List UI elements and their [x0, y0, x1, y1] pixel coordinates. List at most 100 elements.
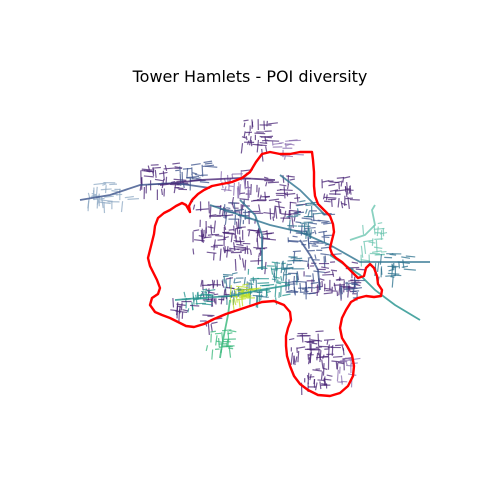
street-segment [343, 288, 354, 291]
street-segment [258, 204, 261, 213]
street-segment [236, 285, 243, 288]
street-segment [280, 276, 283, 281]
street-segment [347, 286, 350, 298]
street-segment [251, 119, 254, 128]
street-segment [347, 197, 350, 210]
street-segment [209, 205, 212, 219]
street-segment [307, 236, 310, 248]
street-cluster [170, 298, 200, 322]
street-segment [180, 302, 183, 311]
street-segment [277, 201, 281, 214]
street-segment [319, 278, 325, 281]
street-segment [96, 199, 100, 205]
street-segment [325, 289, 338, 292]
street-segment [246, 245, 249, 255]
street-segment [326, 374, 333, 377]
street-segment [295, 356, 298, 363]
street-segment [170, 309, 177, 312]
street-segment [276, 282, 282, 285]
street-segment [269, 208, 272, 220]
street-segment [244, 246, 247, 254]
street-segment [293, 275, 296, 284]
street-segment [312, 273, 315, 283]
street-segment [326, 340, 329, 345]
street-segment [183, 291, 186, 298]
street-segment [286, 289, 293, 293]
street-segment [210, 224, 213, 234]
street-segment [238, 299, 241, 308]
street-segment [238, 254, 242, 260]
street-segment [322, 363, 325, 376]
street-segment [222, 273, 233, 276]
street-segment [259, 141, 268, 144]
street-segment [362, 224, 365, 235]
street-segment [179, 166, 181, 174]
street-segment [141, 169, 153, 173]
street-segment [309, 242, 317, 246]
major-road [159, 177, 276, 186]
street-segment [279, 189, 293, 192]
street-segment [264, 179, 274, 182]
street-segment [250, 139, 253, 147]
street-segment [345, 197, 353, 200]
street-segment [293, 283, 296, 296]
street-segment [210, 298, 214, 307]
street-segment [270, 267, 274, 275]
street-segment [154, 178, 164, 182]
street-segment [237, 289, 245, 293]
street-segment [219, 248, 222, 261]
street-segment [241, 258, 245, 268]
street-segment [259, 135, 272, 139]
street-segment [299, 200, 306, 203]
street-segment [90, 195, 100, 198]
street-segment [226, 246, 229, 258]
street-segment [234, 209, 243, 212]
street-segment [202, 314, 215, 317]
street-segment [228, 347, 234, 350]
street-segment [264, 191, 267, 201]
street-segment [288, 240, 299, 243]
street-segment [192, 204, 196, 210]
street-segment [225, 277, 233, 280]
street-segment [335, 361, 338, 370]
street-segment [299, 222, 308, 225]
street-segment [291, 289, 299, 293]
street-segment [299, 282, 302, 292]
street-segment [355, 268, 366, 271]
street-segment [294, 257, 303, 260]
street-segment [218, 338, 220, 348]
street-segment [98, 201, 111, 205]
street-segment [313, 270, 325, 274]
street-segment [217, 238, 226, 241]
street-segment [330, 199, 333, 208]
street-segment [172, 162, 181, 165]
street-segment [402, 259, 405, 269]
street-segment [147, 165, 150, 171]
street-segment [324, 271, 331, 274]
street-segment [243, 119, 249, 122]
street-segment [247, 229, 261, 232]
street-segment [292, 215, 299, 218]
street-segment [267, 181, 279, 184]
street-segment [204, 162, 213, 165]
street-segment [228, 329, 237, 333]
street-segment [268, 198, 280, 202]
street-segment [296, 193, 299, 203]
street-segment [226, 207, 231, 209]
street-segment [296, 204, 304, 207]
street-segment [203, 300, 213, 303]
street-segment [311, 342, 318, 345]
street-segment [346, 182, 349, 195]
street-segment [340, 201, 344, 209]
street-segment [233, 281, 242, 284]
street-segment [289, 212, 299, 215]
street-segment [224, 249, 234, 252]
street-segment [195, 208, 209, 211]
street-segment [266, 140, 280, 142]
street-segment [313, 379, 316, 385]
street-cluster [273, 256, 305, 286]
street-segment [234, 258, 237, 271]
street-segment [322, 193, 326, 200]
street-segment [208, 201, 210, 214]
